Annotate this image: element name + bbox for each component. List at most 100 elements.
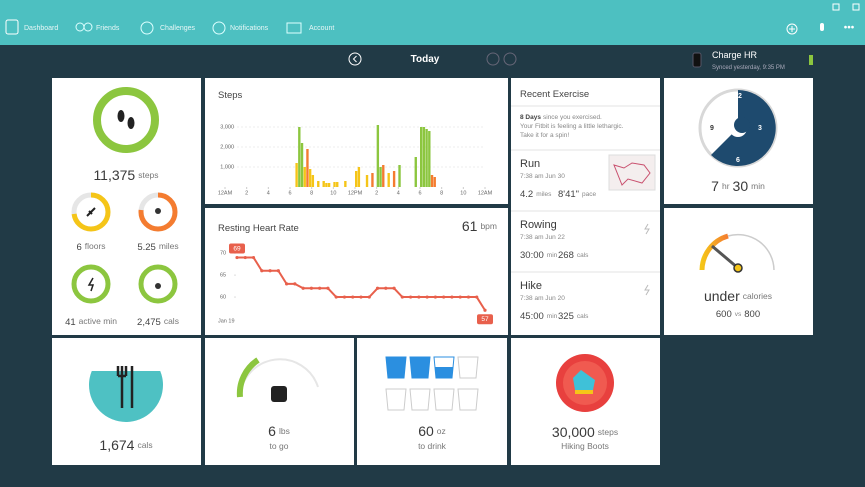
bar — [325, 183, 328, 187]
value: 1,674 — [99, 437, 134, 453]
x-tick-label: 2 — [375, 190, 378, 196]
bar — [300, 143, 304, 187]
exercise-stat: 30:00 min — [520, 250, 558, 261]
last-day[interactable] — [503, 52, 517, 66]
nav-icon[interactable] — [83, 22, 93, 32]
x-tick-label: 12AM — [478, 190, 493, 196]
cutlery — [116, 366, 134, 408]
x-tick-label: 8 — [440, 190, 443, 196]
more-button[interactable]: ••• — [844, 23, 855, 34]
streak: 8 Days — [520, 114, 541, 121]
water-note: to drink — [418, 441, 447, 451]
value: 5.25 — [137, 242, 156, 253]
top-bar — [0, 0, 865, 45]
cups — [385, 356, 479, 411]
unit: miles — [159, 241, 179, 251]
unit: cals — [577, 252, 589, 259]
status: under — [704, 288, 740, 304]
bar — [376, 125, 380, 187]
tile[interactable] — [205, 208, 508, 335]
map-thumbnail[interactable] — [608, 154, 656, 191]
date: 7:38 am Jun 22 — [520, 234, 565, 241]
sole — [575, 390, 593, 394]
tile[interactable] — [511, 78, 660, 335]
tile[interactable] — [357, 338, 507, 465]
point — [384, 286, 388, 290]
calorie-compare: 600 vs 800 — [716, 309, 760, 320]
value: 60 — [418, 423, 434, 439]
nav-item[interactable]: Notifications — [230, 25, 269, 32]
unit: min — [751, 181, 765, 191]
nav-icon[interactable] — [5, 19, 19, 35]
nav-icon[interactable] — [286, 22, 302, 34]
value: 2,475 — [137, 317, 161, 328]
prev-day[interactable] — [348, 52, 362, 66]
stat: 6 floors — [76, 241, 105, 252]
point — [458, 295, 462, 299]
cup — [409, 356, 431, 379]
point — [409, 295, 413, 299]
y-tick-label: 60 — [220, 295, 226, 301]
message: Take it for a spin! — [520, 132, 569, 139]
name: Hiking Boots — [561, 441, 609, 451]
exercise-name: Rowing — [520, 219, 557, 231]
data-label: 57 — [481, 316, 489, 323]
unit: steps — [138, 170, 158, 180]
point — [243, 255, 247, 260]
badge-name: Hiking Boots — [561, 441, 609, 451]
x-tick-label: 8 — [310, 190, 313, 196]
battery — [809, 55, 813, 65]
icon — [644, 223, 650, 296]
value: 325 — [558, 311, 574, 322]
message: 8 Days since you exercised. — [520, 114, 602, 121]
device: Charge HR — [712, 50, 758, 60]
bar — [327, 183, 331, 187]
unit: cals — [137, 440, 152, 450]
bar — [382, 165, 385, 187]
weight: 6 lbs — [268, 423, 290, 439]
x-tick-label: 12AM — [218, 190, 233, 196]
y-tick-label: 65 — [220, 273, 226, 279]
point — [475, 295, 479, 299]
nav-icon[interactable] — [140, 21, 154, 35]
bar — [308, 169, 312, 187]
bar — [422, 127, 426, 187]
window-button[interactable] — [832, 3, 840, 11]
point — [251, 255, 256, 260]
bar — [420, 127, 423, 187]
message: since you exercised. — [543, 114, 602, 121]
mic-button[interactable] — [820, 23, 824, 31]
title: Resting Heart Rate — [218, 223, 299, 234]
device-icon — [692, 52, 702, 68]
title: Recent Exercise — [520, 89, 589, 100]
value: 45:00 — [520, 311, 544, 322]
nav-item[interactable]: Account — [309, 25, 334, 32]
nav-item[interactable]: Friends — [96, 25, 120, 32]
bar — [430, 175, 434, 187]
value: 6 — [76, 242, 81, 253]
icon — [117, 110, 125, 122]
point — [318, 286, 322, 290]
nav-icon[interactable] — [212, 21, 226, 35]
unit: hr — [722, 181, 730, 191]
nav-item[interactable]: Dashboard — [24, 25, 58, 32]
note: to drink — [418, 441, 447, 451]
unit: steps — [598, 427, 618, 437]
unit: active min — [79, 316, 118, 326]
unit: calories — [743, 291, 772, 301]
route — [613, 162, 651, 186]
date: 7:38 am Jun 20 — [520, 295, 565, 302]
cup — [385, 388, 407, 411]
add-button[interactable] — [786, 23, 798, 35]
window-button[interactable] — [852, 3, 860, 11]
nav-item[interactable]: Challenges — [160, 25, 196, 32]
exercise-date: 7:38 am Jun 30 — [520, 173, 565, 180]
bar — [303, 167, 306, 187]
point — [400, 295, 404, 299]
next-day[interactable] — [486, 52, 500, 66]
x-label: Jan 19 — [218, 318, 235, 324]
value: 600 — [716, 309, 732, 320]
nav-label: Friends — [96, 25, 120, 32]
point — [392, 286, 396, 290]
bar — [333, 182, 336, 187]
